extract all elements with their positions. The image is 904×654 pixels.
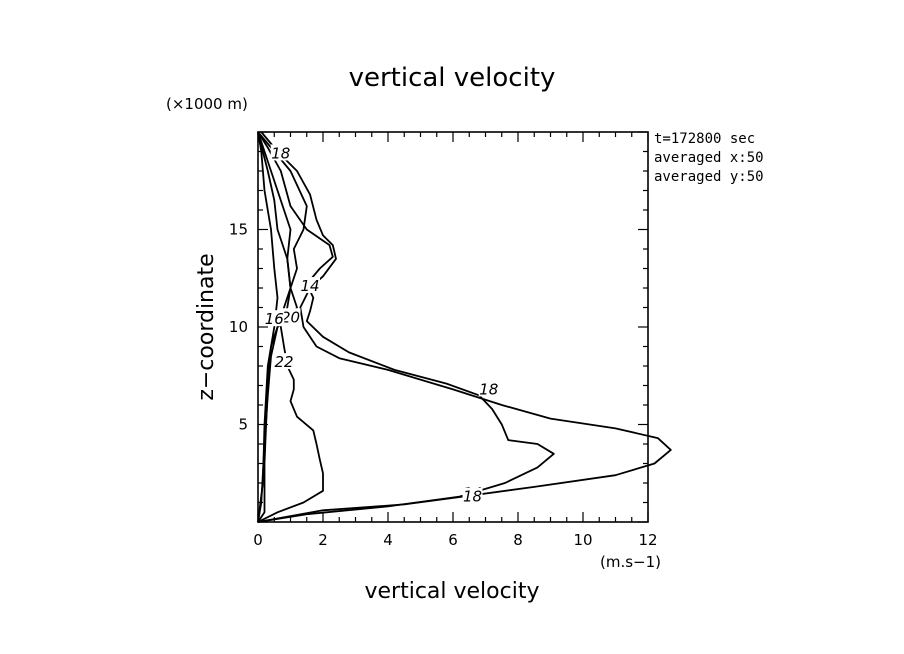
plot-frame	[257, 131, 649, 523]
profile-line	[257, 131, 324, 523]
contour-label: 16	[265, 310, 284, 328]
x-tick-label: 4	[383, 531, 393, 549]
y-tick-label: 5	[238, 416, 248, 434]
contour-label-bg	[462, 487, 483, 504]
contour-label-bg	[478, 380, 499, 397]
y-axis-label: z−coordinate	[194, 253, 219, 400]
contour-label-bg	[280, 308, 301, 325]
contour-label-bg	[270, 144, 291, 161]
profile-line	[257, 131, 555, 523]
y-tick-label: 10	[229, 318, 248, 336]
info-line-x-avg: averaged x:50	[654, 150, 764, 166]
x-tick-label: 2	[318, 531, 328, 549]
y-unit-label: (×1000 m)	[166, 95, 248, 113]
x-tick-label: 10	[573, 531, 592, 549]
axis-ticks: 0 2 4 6 8 10 12 5 10 15	[229, 131, 658, 549]
info-line-time: t=172800 sec	[654, 131, 755, 147]
contour-label: 22	[274, 353, 293, 371]
contour-label: 20	[281, 308, 300, 326]
x-unit-label: (m.s−1)	[600, 553, 661, 571]
x-tick-label: 12	[638, 531, 657, 549]
x-axis-label: vertical velocity	[364, 579, 539, 604]
velocity-profiles	[257, 131, 672, 523]
x-tick-label: 0	[253, 531, 263, 549]
contour-label-bg	[300, 277, 320, 294]
contour-label-bg	[274, 353, 294, 370]
x-tick-label: 6	[448, 531, 458, 549]
profile-line	[257, 131, 279, 523]
contour-label: 18	[463, 488, 482, 506]
info-line-y-avg: averaged y:50	[654, 169, 764, 185]
x-tick-label: 8	[513, 531, 523, 549]
contour-labels: 1814201622181418	[264, 144, 499, 506]
contour-label-bg	[264, 310, 285, 327]
info-block: t=172800 sec averaged x:50 averaged y:50	[654, 131, 764, 185]
chart-title: vertical velocity	[349, 63, 556, 93]
contour-label: 14	[300, 277, 319, 295]
contour-label: 18	[271, 144, 290, 162]
y-tick-label: 15	[229, 221, 248, 239]
contour-label: 18	[479, 380, 498, 398]
profile-line	[257, 131, 672, 523]
